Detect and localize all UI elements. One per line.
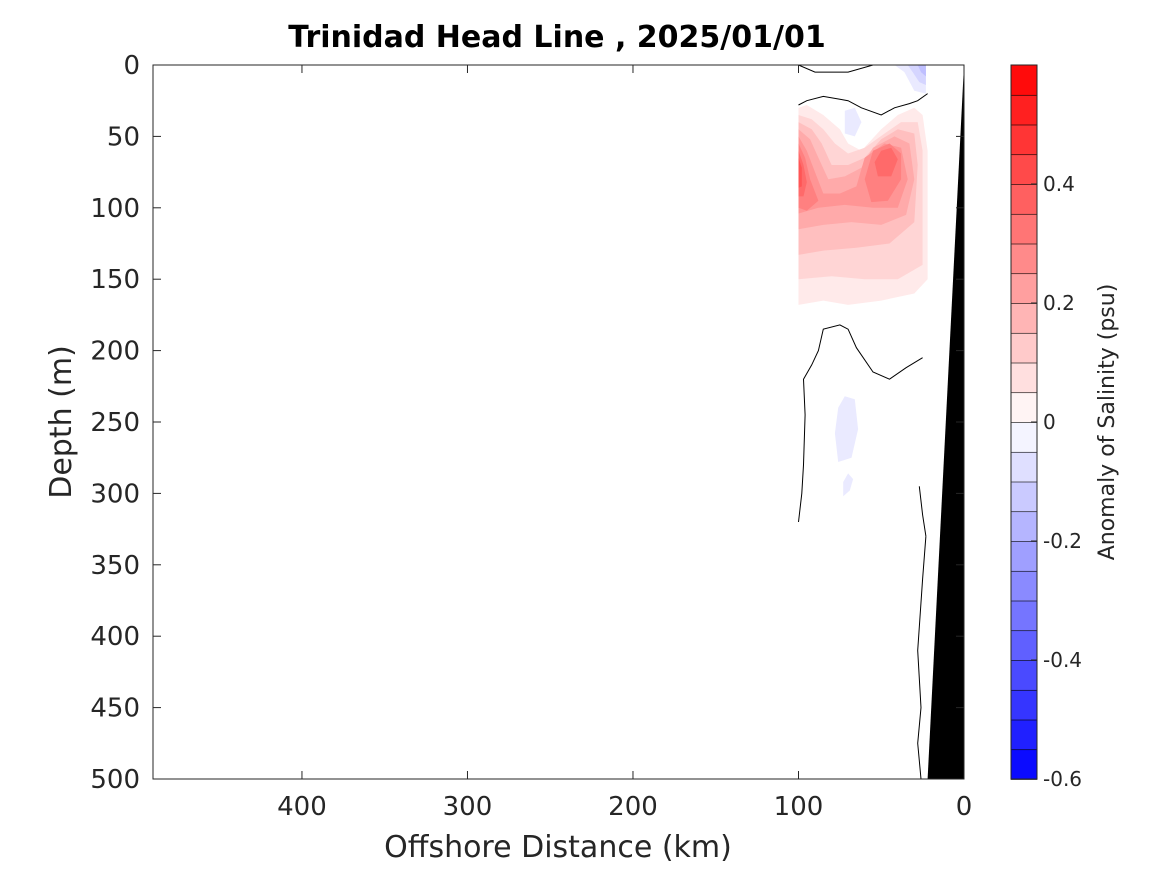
colorbar-bin: [1010, 510, 1038, 542]
y-tick-label: 0: [123, 51, 140, 81]
y-tick-label: 250: [90, 408, 140, 438]
colorbar-bin: [1010, 719, 1038, 751]
seafloor-polygon: [927, 65, 964, 779]
colorbar-tick-label: -0.6: [1043, 767, 1082, 791]
colorbar-bin: [1010, 332, 1038, 364]
colorbar-bin: [1010, 243, 1038, 275]
colorbar-bin: [1010, 302, 1038, 334]
y-tick-label: 50: [107, 122, 140, 152]
x-axis-ticks: 400 300 200 100 0: [277, 65, 972, 822]
zero-contour-3: [918, 486, 927, 537]
x-tick-label: 400: [277, 792, 327, 822]
colorbar-ticks: 0.4 0.2 0 -0.2 -0.4 -0.6: [1031, 172, 1082, 791]
colorbar-bin: [1010, 153, 1038, 185]
colorbar-tick-label: -0.4: [1043, 648, 1082, 672]
zero-contour-0: [798, 65, 874, 73]
anomaly-region-pos-15: [798, 157, 802, 188]
colorbar-bin: [1010, 94, 1038, 126]
seafloor-bathymetry: [927, 65, 964, 779]
anomaly-region-neg-1: [844, 107, 862, 137]
colorbar-bin: [1010, 748, 1038, 780]
y-tick-label: 500: [90, 765, 140, 795]
colorbar-bin: [1010, 659, 1038, 691]
y-tick-label: 300: [90, 479, 140, 509]
colorbar-bin: [1010, 391, 1038, 423]
colorbar-bin: [1010, 540, 1038, 572]
colorbar-bin: [1010, 451, 1038, 483]
anomaly-region-neg-3: [843, 473, 854, 497]
colorbar-label: Anomaly of Salinity (psu): [1095, 284, 1120, 561]
zero-contour-4: [917, 536, 927, 779]
colorbar-tick-label: 0.4: [1043, 172, 1075, 196]
colorbar-bin: [1010, 213, 1038, 245]
colorbar-tick-label: 0.2: [1043, 291, 1075, 315]
x-tick-label: 300: [443, 792, 493, 822]
colorbar-tick-label: 0: [1043, 410, 1056, 434]
anomaly-region-pos-14: [874, 147, 898, 177]
y-tick-label: 100: [90, 194, 140, 224]
y-tick-label: 150: [90, 265, 140, 295]
y-axis-label: Depth (m): [44, 345, 79, 499]
colorbar-bin: [1010, 689, 1038, 721]
colorbar-bin: [1010, 600, 1038, 632]
colorbar-bin: [1010, 272, 1038, 304]
anomaly-filled-contours: [798, 65, 928, 497]
x-axis-label: Offshore Distance (km): [384, 830, 732, 865]
x-tick-label: 100: [774, 792, 824, 822]
colorbar-tick-label: -0.2: [1043, 529, 1082, 553]
y-tick-label: 350: [90, 551, 140, 581]
anomaly-region-neg-8: [917, 65, 926, 77]
colorbar-bin: [1010, 183, 1038, 215]
colorbar-bin: [1010, 570, 1038, 602]
zero-contour-1: [798, 93, 928, 116]
chart-title: Trinidad Head Line , 2025/01/01: [288, 20, 825, 55]
colorbar-bin: [1010, 124, 1038, 156]
y-tick-label: 450: [90, 694, 140, 724]
colorbar-bin: [1010, 421, 1038, 453]
anomaly-region-neg-2: [834, 396, 859, 462]
y-tick-label: 200: [90, 337, 140, 367]
colorbar-bin: [1010, 481, 1038, 513]
colorbar-bin: [1010, 629, 1038, 661]
x-tick-label: 200: [608, 792, 658, 822]
y-axis-ticks: 0 50 100 150 200 250 300 350 400 450 500: [90, 51, 964, 795]
y-tick-label: 400: [90, 622, 140, 652]
zero-contour-lines: [798, 65, 928, 779]
x-tick-label: 0: [956, 792, 973, 822]
colorbar-bin: [1010, 64, 1038, 96]
colorbar-bin: [1010, 362, 1038, 394]
zero-contour-2: [798, 324, 923, 523]
